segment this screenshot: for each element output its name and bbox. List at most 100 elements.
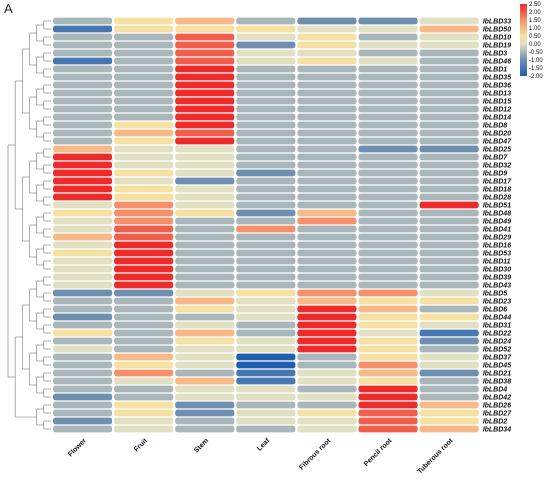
heatmap-cell [175, 257, 235, 265]
row-label: IbLBD48 [483, 211, 512, 218]
row-label: IbLBD7 [483, 155, 509, 162]
heatmap-cell [114, 321, 174, 329]
heatmap-cell [419, 329, 479, 337]
heatmap-cell [53, 57, 113, 65]
heatmap-cell [175, 249, 235, 257]
heatmap-cell [114, 105, 174, 113]
row-label: IbLBD3 [483, 51, 508, 58]
heatmap-cell [419, 385, 479, 393]
heatmap-cell [236, 297, 296, 305]
heatmap-cell [358, 377, 418, 385]
heatmap-cell [419, 73, 479, 81]
heatmap-cell [175, 193, 235, 201]
heatmap-cell [419, 25, 479, 33]
heatmap-cell [114, 297, 174, 305]
heatmap-cell [53, 33, 113, 41]
heatmap-cell [297, 73, 357, 81]
heatmap-cell [114, 225, 174, 233]
heatmap-cell [114, 337, 174, 345]
row-label: IbLBD29 [483, 235, 512, 242]
heatmap-cell [175, 169, 235, 177]
heatmap-cell [114, 177, 174, 185]
heatmap-cell [236, 369, 296, 377]
heatmap-cell [297, 33, 357, 41]
heatmap-cell [236, 361, 296, 369]
heatmap-cell [53, 233, 113, 241]
heatmap-cell [419, 49, 479, 57]
heatmap-cell [175, 265, 235, 273]
column-label: Tuberous root [416, 437, 455, 476]
heatmap-cell [236, 289, 296, 297]
heatmap-cell [114, 49, 174, 57]
heatmap-cell [297, 233, 357, 241]
heatmap-cell [53, 417, 113, 425]
heatmap-cell [419, 209, 479, 217]
heatmap-cell [297, 57, 357, 65]
heatmap-cell [419, 33, 479, 41]
heatmap-cell [175, 273, 235, 281]
heatmap-cell [419, 377, 479, 385]
heatmap-cell [53, 113, 113, 121]
heatmap-cell [53, 121, 113, 129]
row-label: IbLBD14 [483, 115, 512, 122]
row-label: IbLBD4 [483, 387, 508, 394]
heatmap-cell [297, 401, 357, 409]
heatmap-cell [53, 401, 113, 409]
heatmap-cell [358, 81, 418, 89]
heatmap-cell [419, 305, 479, 313]
row-label: IbLBD35 [483, 75, 512, 82]
heatmap-cell [236, 81, 296, 89]
row-label: IbLBD20 [483, 131, 512, 138]
heatmap-cell [114, 265, 174, 273]
heatmap-cell [114, 73, 174, 81]
heatmap-cell [114, 425, 174, 433]
heatmap-cell [114, 41, 174, 49]
heatmap-cell [175, 313, 235, 321]
heatmap-cell [114, 209, 174, 217]
row-label: IbLBD13 [483, 91, 512, 98]
heatmap-cell [114, 89, 174, 97]
heatmap-cell [114, 369, 174, 377]
heatmap-cell [297, 41, 357, 49]
heatmap-cell [236, 201, 296, 209]
heatmap-cell [419, 313, 479, 321]
heatmap-cell [297, 265, 357, 273]
heatmap-cell [175, 297, 235, 305]
heatmap-cell [236, 73, 296, 81]
row-label: IbLBD41 [483, 227, 512, 234]
row-label: IbLBD2 [483, 419, 508, 426]
heatmap-cell [297, 393, 357, 401]
heatmap-cell [419, 81, 479, 89]
heatmap-cell [114, 113, 174, 121]
row-label: IbLBD9 [483, 171, 508, 178]
heatmap-cell [175, 385, 235, 393]
heatmap-cell [297, 361, 357, 369]
heatmap-cell [419, 105, 479, 113]
heatmap-cell [236, 329, 296, 337]
heatmap-cell [53, 249, 113, 257]
legend-tick-label: -1.00 [529, 58, 543, 64]
heatmap-cell [53, 353, 113, 361]
heatmap-cell [175, 225, 235, 233]
heatmap-cell [175, 25, 235, 33]
heatmap-cell [297, 409, 357, 417]
heatmap-cell [53, 305, 113, 313]
row-label: IbLBD52 [483, 347, 512, 354]
heatmap-cell [114, 305, 174, 313]
heatmap-cell [358, 241, 418, 249]
heatmap-cell [419, 121, 479, 129]
heatmap-cell [175, 49, 235, 57]
heatmap-cell [419, 217, 479, 225]
heatmap-cell [297, 201, 357, 209]
heatmap-cell [358, 65, 418, 73]
heatmap-cell [236, 145, 296, 153]
heatmap-cell [114, 401, 174, 409]
heatmap-cell [419, 153, 479, 161]
heatmap-cell [236, 281, 296, 289]
legend-tick-label: -1.50 [529, 66, 543, 72]
heatmap-cell [53, 425, 113, 433]
heatmap-cell [175, 305, 235, 313]
row-label: IbLBD42 [483, 395, 512, 402]
heatmap-cell [53, 345, 113, 353]
heatmap-cell [175, 81, 235, 89]
